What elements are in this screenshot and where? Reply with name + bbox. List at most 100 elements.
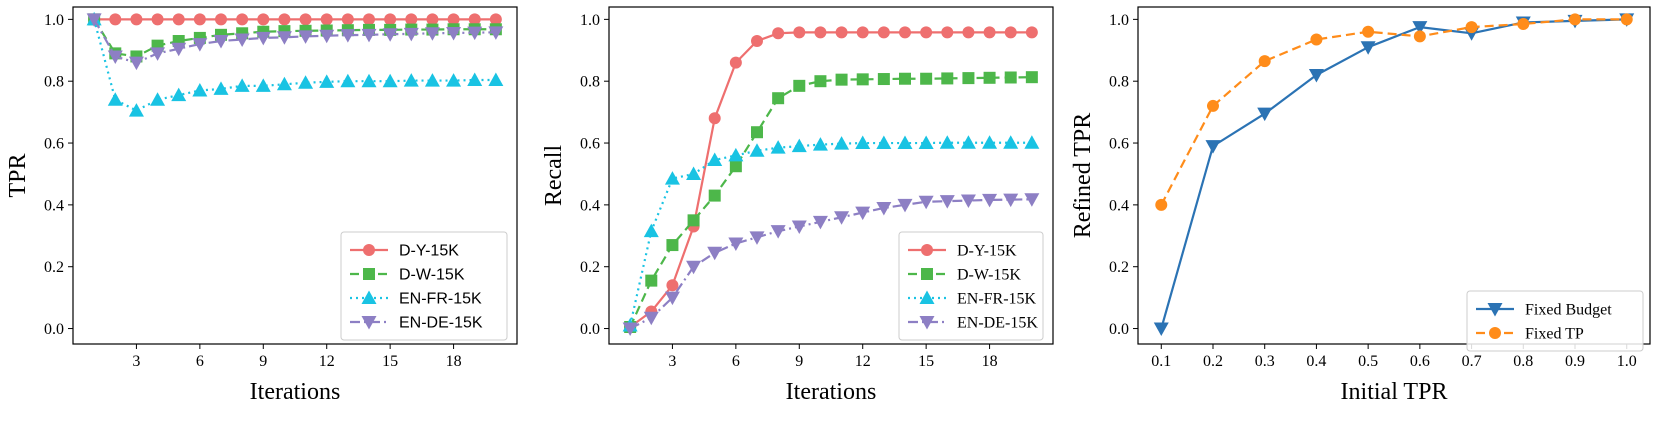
- legend-marker: [1487, 303, 1503, 317]
- y-tick-label: 0.4: [1109, 197, 1129, 214]
- data-point: [128, 103, 144, 117]
- data-point: [793, 26, 806, 39]
- legend-marker: [363, 244, 375, 256]
- data-point: [772, 27, 785, 40]
- data-point: [939, 195, 955, 209]
- x-axis-title: Iterations: [786, 379, 877, 405]
- data-point: [941, 72, 954, 85]
- y-tick-label: 0.2: [44, 259, 64, 276]
- data-point: [107, 50, 123, 64]
- data-point: [1465, 21, 1478, 34]
- legend-label: D-Y-15K: [399, 243, 459, 260]
- data-point: [1517, 18, 1530, 31]
- y-tick-label: 0.0: [1109, 321, 1129, 338]
- data-point: [1003, 135, 1019, 149]
- data-point: [172, 13, 185, 26]
- data-point: [877, 26, 890, 39]
- data-point: [983, 26, 996, 39]
- data-point: [897, 135, 913, 150]
- data-point: [1004, 71, 1017, 84]
- data-point: [982, 193, 998, 208]
- data-point: [1024, 135, 1040, 149]
- data-point: [728, 237, 744, 252]
- data-point: [192, 82, 208, 97]
- data-point: [876, 201, 892, 216]
- data-point: [814, 75, 827, 88]
- x-axis-title: Initial TPR: [1341, 379, 1448, 405]
- x-tick-label: 1.0: [1617, 353, 1637, 370]
- data-point: [171, 87, 187, 102]
- legend-label: D-Y-15K: [957, 243, 1017, 260]
- legend-label: EN-DE-15K: [957, 315, 1038, 332]
- data-point: [1413, 30, 1426, 43]
- data-point: [876, 135, 892, 150]
- data-point: [918, 195, 934, 210]
- y-tick-label: 0.4: [580, 197, 600, 214]
- data-point: [1155, 198, 1168, 211]
- data-point: [276, 31, 292, 45]
- data-point: [666, 279, 679, 292]
- y-tick-label: 1.0: [580, 12, 600, 29]
- data-point: [1620, 13, 1633, 26]
- data-point: [707, 152, 723, 167]
- x-tick-label: 0.3: [1255, 353, 1275, 370]
- legend-label: Fixed Budget: [1525, 302, 1612, 319]
- data-point: [298, 30, 314, 44]
- legend-label: EN-FR-15K: [957, 291, 1037, 308]
- data-point: [772, 92, 785, 105]
- data-point: [982, 135, 998, 149]
- data-point: [918, 135, 934, 150]
- x-tick-label: 12: [319, 353, 335, 370]
- data-point: [751, 35, 763, 48]
- data-point: [856, 26, 869, 39]
- data-point: [128, 56, 144, 71]
- data-point: [1153, 322, 1169, 337]
- data-point: [1360, 41, 1376, 55]
- chart-panel-3: 0.1 0.2 0.3 0.4 0.5 0.6 0.7 0.8 0.9 1.0 0.0 0.2 0.4 0…: [1070, 6, 1651, 405]
- data-point: [666, 239, 679, 252]
- data-point: [960, 194, 976, 209]
- data-point: [962, 72, 975, 85]
- y-tick-label: 0.0: [580, 321, 600, 338]
- data-point: [707, 246, 723, 261]
- series-en-de-15k: [86, 13, 504, 71]
- data-point: [130, 13, 143, 26]
- legend-marker: [919, 316, 935, 330]
- legend-box: [1466, 290, 1644, 352]
- legend-marker: [361, 290, 377, 304]
- data-point: [1257, 107, 1273, 122]
- y-tick-label: 1.0: [1109, 12, 1129, 29]
- x-tick-label: 0.1: [1151, 353, 1171, 370]
- series-line: [1160, 18, 1627, 329]
- data-point: [234, 78, 250, 92]
- data-point: [1258, 55, 1271, 68]
- x-tick-label: 0.7: [1462, 353, 1482, 370]
- series-en-de-15k: [622, 193, 1040, 337]
- data-point: [213, 35, 229, 49]
- data-point: [920, 72, 933, 85]
- series-d-y-15k: [624, 26, 1038, 333]
- data-point: [1310, 33, 1323, 46]
- y-axis-title: TPR: [5, 153, 31, 197]
- data-point: [319, 29, 335, 44]
- data-point: [319, 74, 335, 88]
- data-point: [920, 26, 933, 39]
- data-point: [749, 143, 765, 157]
- data-point: [941, 26, 954, 39]
- data-point: [382, 73, 398, 88]
- legend-label: D-W-15K: [957, 267, 1021, 284]
- data-point: [361, 73, 377, 88]
- data-point: [687, 214, 700, 227]
- data-point: [213, 81, 229, 95]
- data-point: [729, 160, 742, 173]
- data-point: [855, 206, 871, 221]
- data-point: [899, 26, 911, 39]
- y-tick-label: 0.4: [44, 197, 64, 214]
- legend-marker: [921, 244, 933, 256]
- data-point: [855, 135, 871, 150]
- series-line: [1160, 18, 1627, 206]
- series-d-y-15k: [88, 13, 502, 26]
- legend-marker: [363, 268, 375, 280]
- data-point: [467, 26, 483, 41]
- legend-label: EN-FR-15K: [399, 291, 482, 308]
